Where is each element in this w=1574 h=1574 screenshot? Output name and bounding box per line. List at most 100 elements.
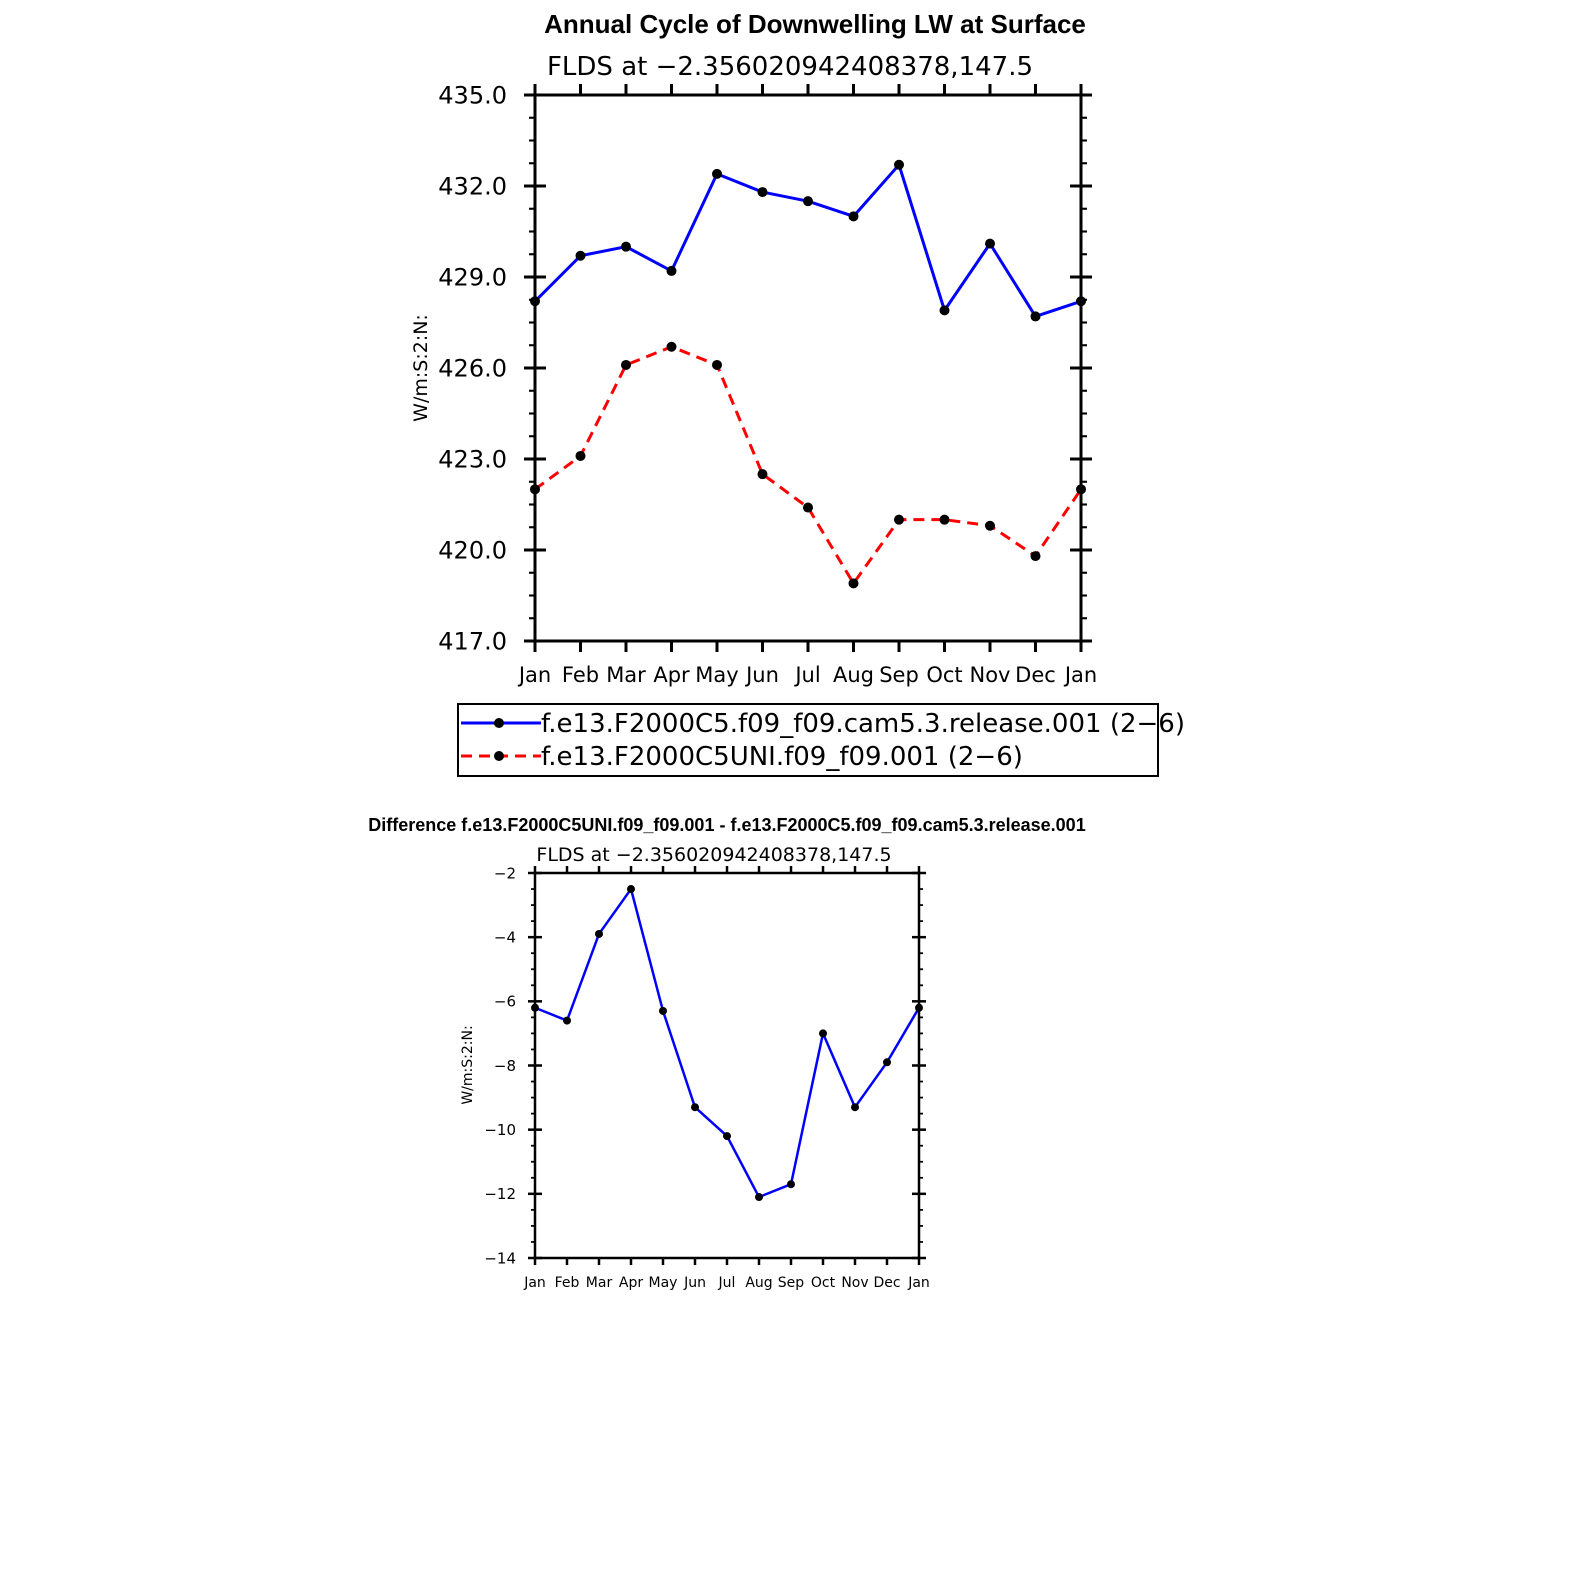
plot-frame: [533, 93, 1083, 643]
data-point: [939, 514, 950, 525]
y-tick-labels: 417.0 420.0 423.0 426.0 429.0 432.0 435.0: [438, 82, 507, 656]
axis-ticks: [524, 84, 1092, 652]
data-point: [563, 1016, 571, 1025]
legend-marker: [494, 751, 504, 761]
data-point: [848, 578, 859, 589]
chart-subtitle: FLDS at −2.356020942408378,147.5: [536, 844, 891, 866]
data-point: [723, 1132, 731, 1141]
data-point: [1076, 296, 1086, 307]
legend: f.e13.F2000C5.f09_f09.cam5.3.release.001…: [457, 703, 1185, 777]
data-point: [659, 1006, 667, 1015]
x-tick-label: Jan: [907, 1275, 930, 1291]
legend-label: f.e13.F2000C5UNI.f09_f09.001 (2−6): [541, 742, 1023, 772]
data-point: [883, 1058, 891, 1067]
data-point: [803, 502, 813, 513]
x-tick-labels: Jan Feb Mar Apr May Jun Jul Aug Sep Oct Nov Dec Jan: [517, 663, 1097, 687]
annual-cycle-chart: Annual Cycle of Downwelling LW at Surfac…: [410, 9, 1185, 777]
x-tick-label: Oct: [926, 663, 962, 687]
x-tick-label: Sep: [778, 1275, 805, 1291]
y-tick-label: −2: [494, 864, 516, 882]
x-tick-label: Mar: [606, 663, 646, 687]
data-point: [787, 1180, 795, 1189]
data-point: [755, 1193, 763, 1202]
data-point: [595, 929, 603, 938]
data-point: [530, 296, 540, 307]
legend-marker: [494, 718, 504, 728]
data-point: [712, 168, 722, 179]
x-tick-label: May: [695, 663, 738, 687]
x-tick-label: Jul: [793, 663, 820, 687]
y-tick-label: 429.0: [438, 264, 507, 292]
chart-title: Difference f.e13.F2000C5UNI.f09_f09.001 …: [368, 815, 1085, 835]
y-tick-label: −6: [494, 993, 516, 1011]
legend-box: [457, 703, 1159, 777]
x-tick-label: Feb: [562, 663, 599, 687]
data-point: [915, 1003, 923, 1012]
x-tick-label: Oct: [811, 1275, 836, 1291]
y-tick-label: 426.0: [438, 355, 507, 383]
data-point: [531, 1003, 539, 1012]
x-tick-label: Jan: [1063, 663, 1097, 687]
x-tick-label: Dec: [1015, 663, 1056, 687]
chart-title: Annual Cycle of Downwelling LW at Surfac…: [544, 9, 1086, 39]
x-tick-label: Dec: [873, 1275, 900, 1291]
data-point: [1076, 484, 1086, 495]
data-point: [851, 1103, 859, 1112]
data-point: [757, 187, 768, 198]
x-tick-label: Aug: [745, 1275, 772, 1291]
x-tick-label: Apr: [653, 663, 690, 687]
axis-ticks: [528, 866, 926, 1265]
data-point: [666, 341, 677, 352]
x-tick-label: Jun: [744, 663, 779, 687]
chart-subtitle: FLDS at −2.356020942408378,147.5: [547, 52, 1033, 82]
x-tick-label: Jan: [517, 663, 551, 687]
y-tick-label: 432.0: [438, 173, 507, 201]
data-point: [1030, 551, 1041, 562]
x-tick-label: Jun: [683, 1275, 706, 1291]
data-point: [894, 159, 904, 170]
x-tick-label: Sep: [879, 663, 919, 687]
legend-entry-2: f.e13.F2000C5UNI.f09_f09.001 (2−6): [461, 742, 1023, 772]
x-tick-label: Jul: [718, 1275, 736, 1291]
y-tick-label: 435.0: [438, 82, 507, 110]
data-point: [803, 196, 813, 207]
data-point: [894, 514, 904, 525]
legend-label: f.e13.F2000C5.f09_f09.cam5.3.release.001…: [541, 709, 1185, 739]
series-line-1: [533, 163, 1082, 318]
x-tick-label: Nov: [970, 663, 1011, 687]
y-tick-label: −4: [494, 929, 516, 947]
data-point: [939, 305, 950, 316]
x-tick-label: Aug: [833, 663, 874, 687]
data-point: [848, 211, 859, 222]
x-tick-label: Mar: [586, 1275, 613, 1291]
legend-entry-1: f.e13.F2000C5.f09_f09.cam5.3.release.001…: [461, 709, 1185, 739]
series-lines: [530, 159, 1086, 589]
y-tick-label: −14: [484, 1249, 516, 1267]
difference-chart: Difference f.e13.F2000C5UNI.f09_f09.001 …: [368, 815, 1085, 1291]
y-axis-label: W/m:S:2:N:: [460, 1025, 476, 1104]
x-tick-label: Nov: [841, 1275, 868, 1291]
series-line-1: [534, 887, 921, 1199]
x-tick-labels: Jan Feb Mar Apr May Jun Jul Aug Sep Oct Nov Dec Jan: [523, 1275, 930, 1291]
y-tick-label: 420.0: [438, 537, 507, 565]
data-point: [712, 359, 722, 370]
data-point: [666, 265, 677, 276]
data-point: [691, 1103, 699, 1112]
data-point: [819, 1029, 827, 1038]
x-tick-label: Apr: [619, 1275, 643, 1291]
data-point: [627, 885, 635, 894]
x-tick-label: Jan: [523, 1275, 546, 1291]
data-point: [621, 241, 631, 252]
plot-frame: [533, 871, 921, 1260]
y-tick-label: −10: [484, 1121, 516, 1139]
y-axis-label: W/m:S:2:N:: [410, 314, 432, 422]
y-tick-label: 417.0: [438, 628, 507, 656]
series-lines: [531, 885, 923, 1202]
x-tick-label: Feb: [555, 1275, 580, 1291]
y-tick-label: 423.0: [438, 446, 507, 474]
data-point: [985, 238, 995, 249]
data-point: [575, 450, 586, 461]
x-tick-label: May: [649, 1275, 678, 1291]
data-point: [621, 359, 631, 370]
